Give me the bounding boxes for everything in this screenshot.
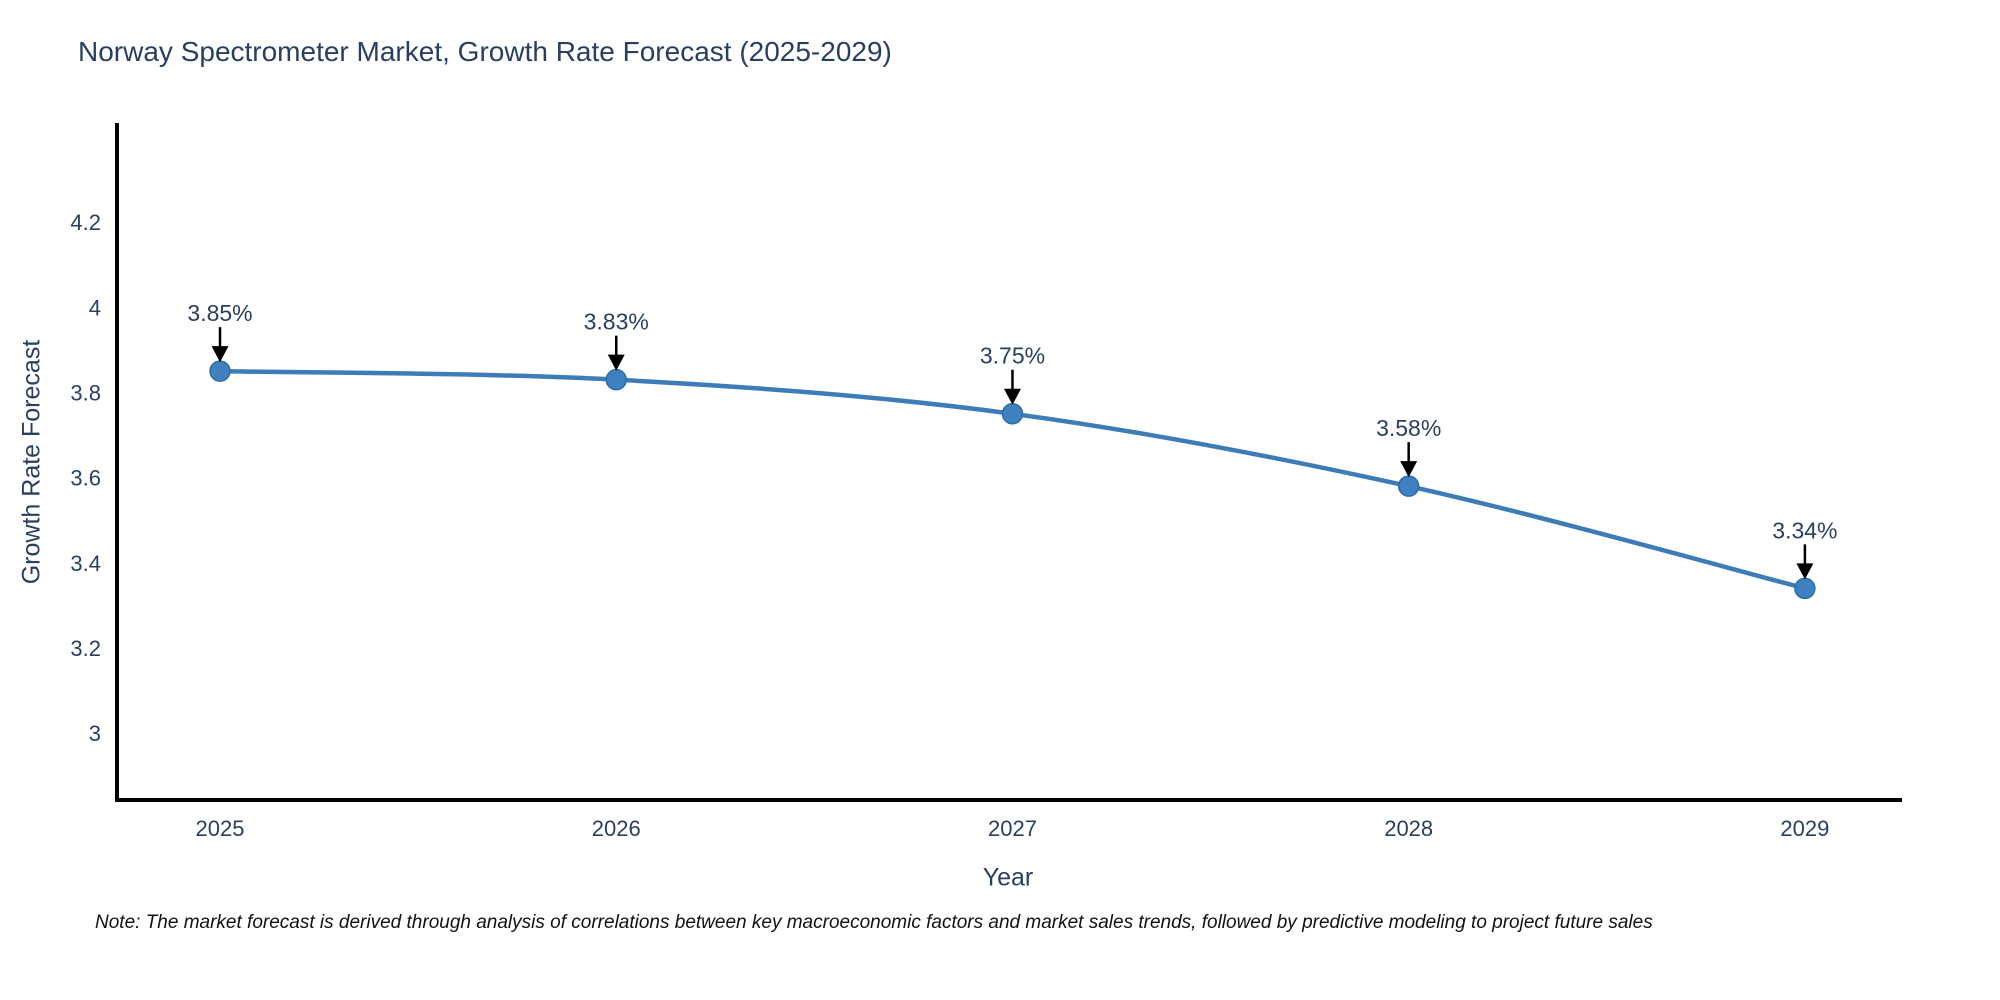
data-point-2029[interactable] bbox=[1794, 577, 1816, 600]
y-axis-title: Growth Rate Forecast bbox=[17, 339, 46, 585]
x-tick-label-2029: 2029 bbox=[1780, 816, 1829, 841]
x-tick-label-2027: 2027 bbox=[988, 816, 1037, 841]
data-point-2028[interactable] bbox=[1397, 475, 1420, 497]
footnote: Note: The market forecast is derived thr… bbox=[95, 912, 1653, 933]
x-tick-label-2025: 2025 bbox=[196, 816, 245, 841]
y-tick-label-3.6: 3.6 bbox=[70, 466, 101, 491]
annotation-label-2026: 3.83% bbox=[584, 309, 649, 335]
data-point-2027[interactable] bbox=[1001, 402, 1024, 425]
x-axis-title: Year bbox=[982, 863, 1034, 892]
annotation-arrowhead bbox=[211, 346, 229, 363]
annotation-arrowhead bbox=[1400, 461, 1418, 478]
y-tick-label-3.8: 3.8 bbox=[70, 380, 101, 405]
annotation-label-2025: 3.85% bbox=[187, 300, 252, 326]
chart-title: Norway Spectrometer Market, Growth Rate … bbox=[78, 36, 892, 67]
y-tick-label-4.2: 4.2 bbox=[70, 210, 101, 235]
annotation-arrowhead bbox=[1003, 388, 1021, 405]
data-point-2025[interactable] bbox=[209, 360, 231, 382]
y-tick-label-3: 3 bbox=[89, 721, 101, 746]
y-tick-label-4: 4 bbox=[89, 295, 101, 320]
annotation-arrowhead bbox=[1796, 563, 1814, 580]
y-tick-label-3.2: 3.2 bbox=[70, 636, 101, 661]
data-point-2026[interactable] bbox=[605, 368, 627, 391]
x-tick-label-2028: 2028 bbox=[1384, 816, 1433, 841]
annotation-label-2028: 3.58% bbox=[1376, 415, 1441, 441]
y-tick-label-3.4: 3.4 bbox=[70, 551, 101, 576]
annotation-label-2027: 3.75% bbox=[980, 343, 1045, 369]
annotation-label-2029: 3.34% bbox=[1772, 517, 1837, 543]
x-tick-label-2026: 2026 bbox=[592, 816, 641, 841]
annotation-arrowhead bbox=[607, 354, 625, 371]
